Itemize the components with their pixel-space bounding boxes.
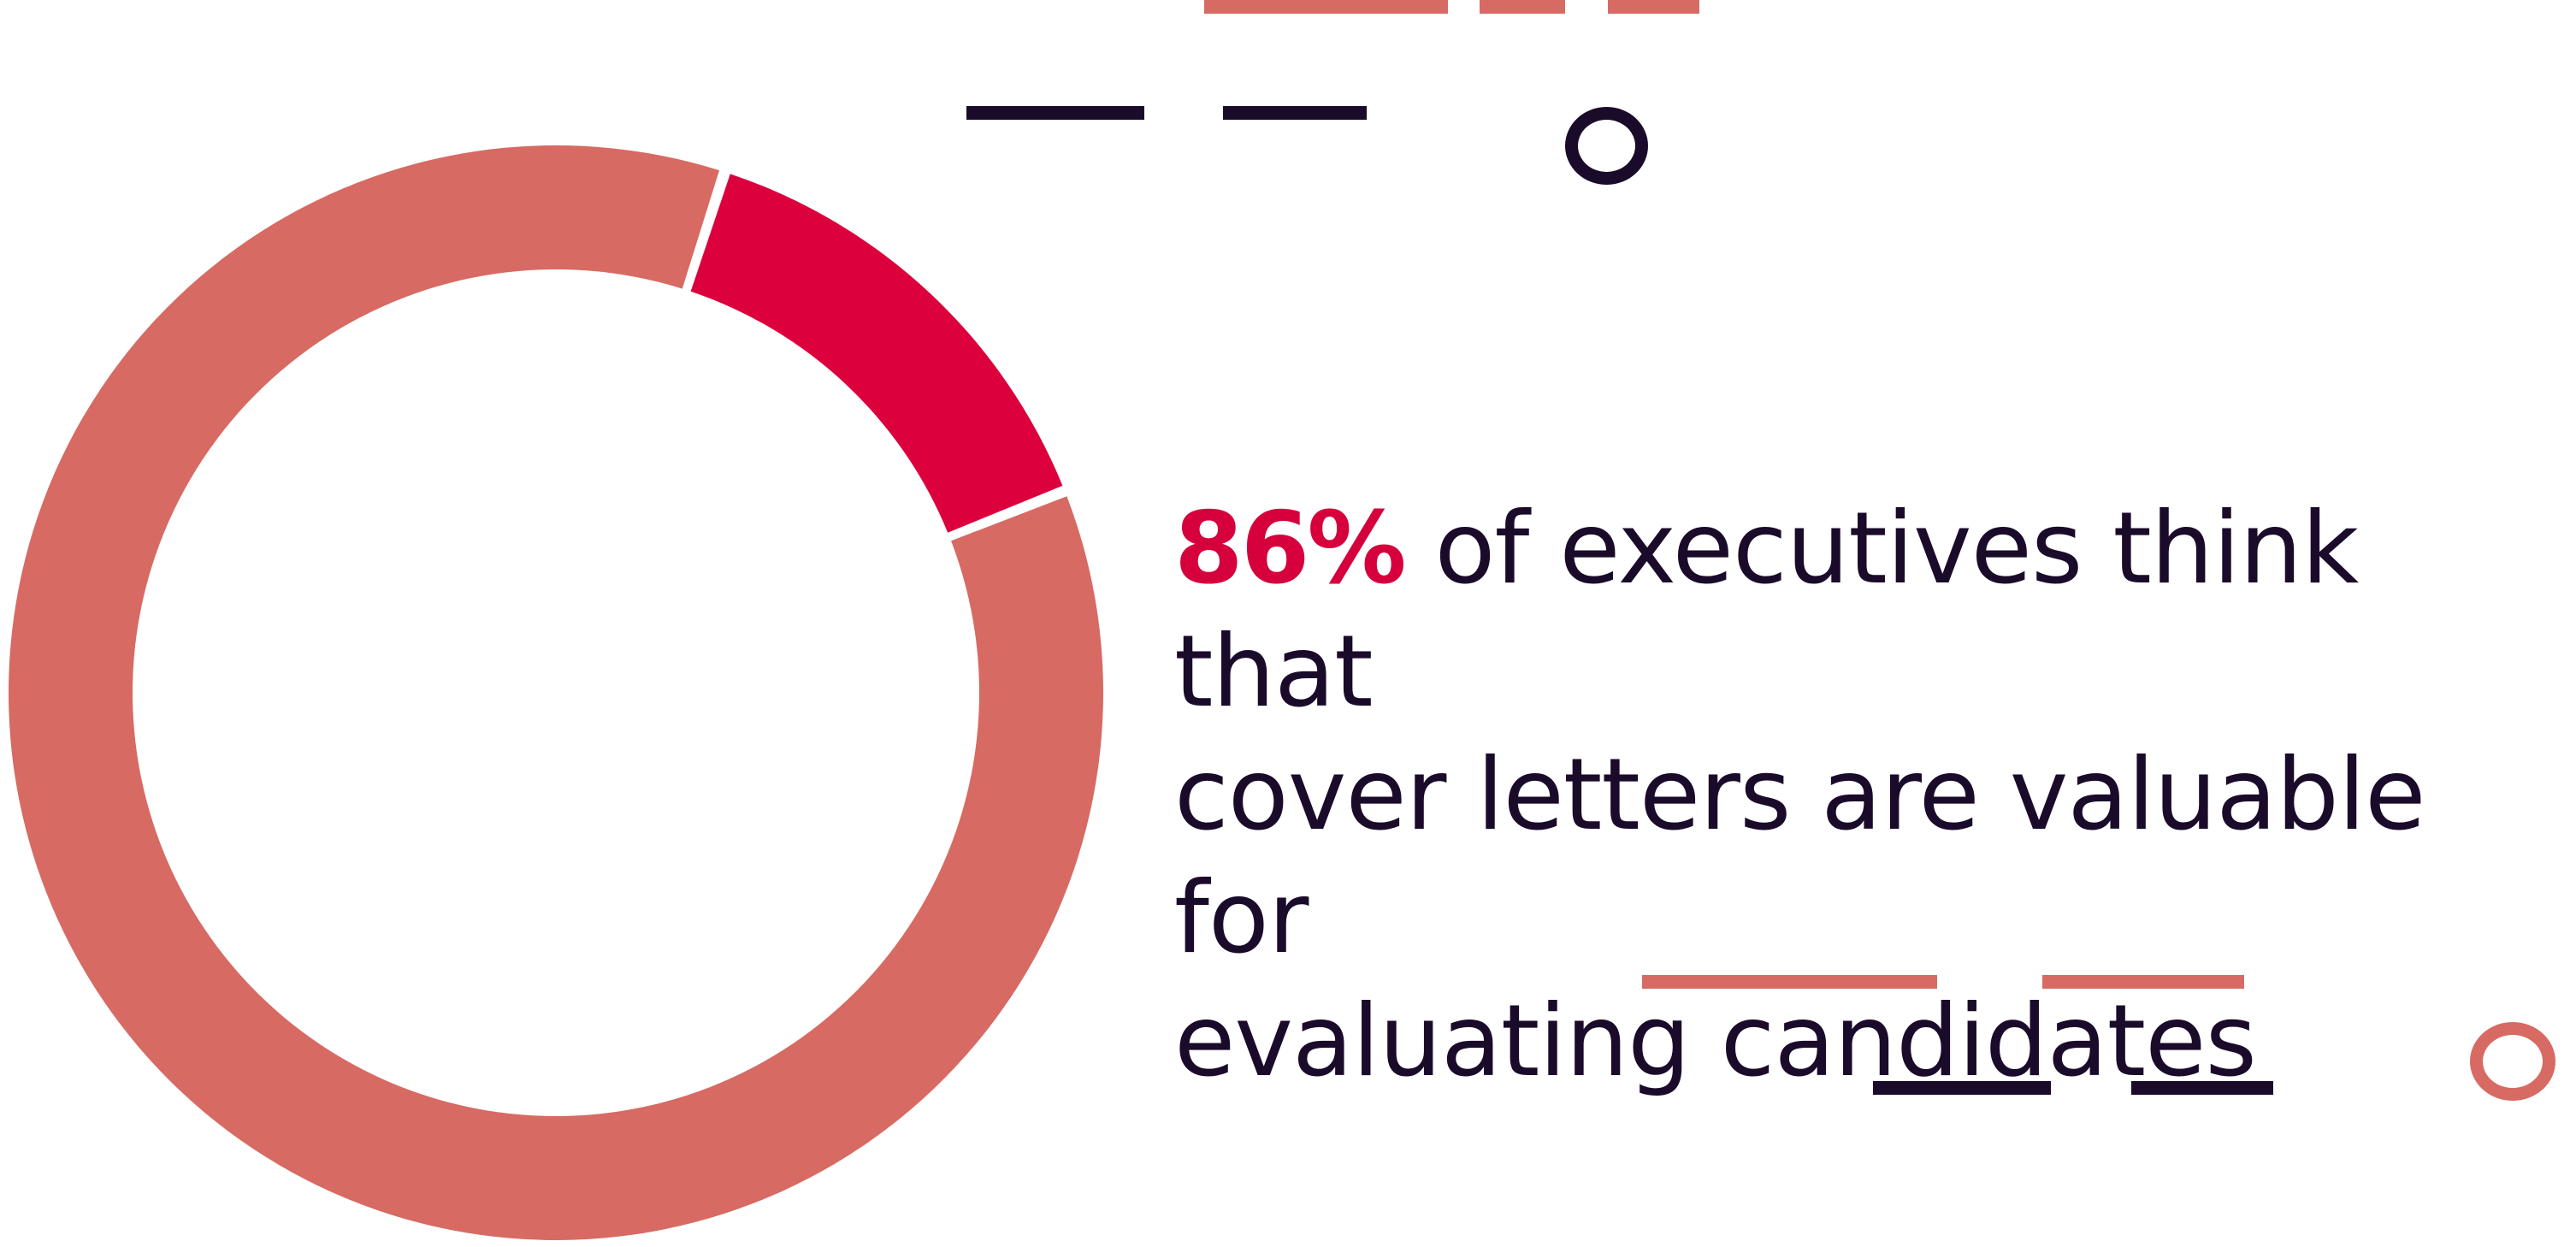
headline-stat: 86% — [1174, 491, 1407, 606]
deco-dash-bottom-2 — [2042, 975, 2244, 989]
deco-dash-top-2 — [1480, 0, 1565, 14]
deco-dash-dark-1 — [966, 106, 1144, 120]
deco-dash-top-1 — [1204, 0, 1448, 14]
deco-dash-bottom-1 — [1642, 975, 1937, 989]
headline-line3: evaluating candidates — [1174, 984, 2257, 1099]
deco-dash-dark-4 — [2131, 1081, 2273, 1095]
donut-slice-highlight — [690, 174, 1063, 533]
headline: 86% of executives think that cover letter… — [1174, 488, 2564, 1103]
deco-dash-dark-3 — [1873, 1081, 2051, 1095]
headline-line2: cover letters are valuable for — [1174, 737, 2426, 976]
deco-ring-dark — [1565, 107, 1648, 185]
deco-dash-top-3 — [1608, 0, 1699, 14]
headline-line1: of executives think that — [1174, 491, 2359, 730]
deco-dash-dark-2 — [1223, 106, 1367, 120]
